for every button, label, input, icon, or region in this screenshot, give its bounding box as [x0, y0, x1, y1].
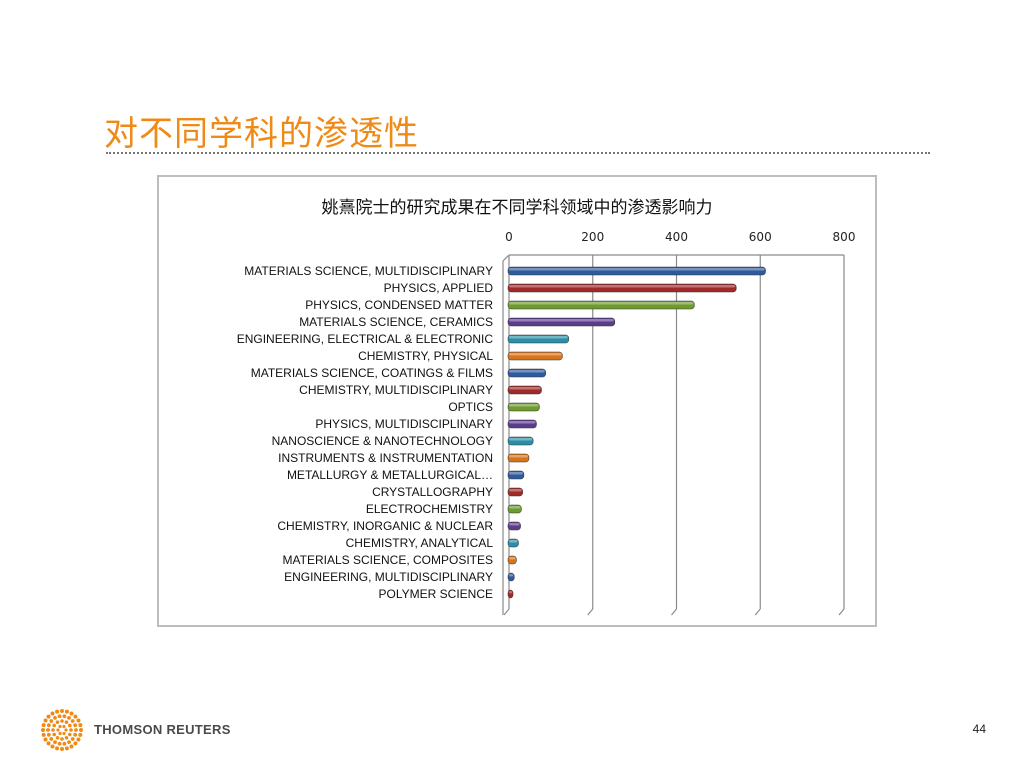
bar-highlight [509, 591, 513, 594]
bar-highlight [509, 540, 518, 543]
bar [507, 385, 542, 395]
category-label: ENGINEERING, MULTIDISCIPLINARY [284, 570, 493, 584]
bar [507, 419, 537, 429]
category-label: CHEMISTRY, MULTIDISCIPLINARY [299, 383, 493, 397]
category-label: ENGINEERING, ELECTRICAL & ELECTRONIC [237, 332, 494, 346]
bar [507, 572, 515, 582]
bar [507, 266, 766, 276]
bar [507, 283, 737, 293]
bar-highlight [509, 353, 562, 356]
gridline-foot [587, 608, 594, 616]
bar-highlight [509, 285, 736, 288]
category-label: ELECTROCHEMISTRY [366, 502, 493, 516]
bar-highlight [509, 557, 516, 560]
bar [507, 453, 530, 463]
bar-highlight [509, 421, 536, 424]
bar [507, 351, 563, 361]
footer-brand: THOMSON REUTERS [94, 722, 231, 737]
gridline-foot [754, 608, 761, 616]
x-tick-label: 0 [505, 230, 513, 244]
bar-highlight [509, 336, 568, 339]
category-label: MATERIALS SCIENCE, MULTIDISCIPLINARY [244, 264, 493, 278]
category-label: OPTICS [448, 400, 493, 414]
category-label: MATERIALS SCIENCE, COMPOSITES [283, 553, 493, 567]
page-number: 44 [972, 722, 986, 736]
bar [507, 402, 540, 412]
category-label: POLYMER SCIENCE [379, 587, 493, 601]
bar-highlight [509, 387, 541, 390]
category-label: METALLURGY & METALLURGICAL… [287, 468, 493, 482]
category-label: CHEMISTRY, INORGANIC & NUCLEAR [277, 519, 493, 533]
thomson-reuters-logo-icon [41, 709, 83, 751]
gridline-foot [671, 608, 677, 616]
x-tick-label: 800 [833, 230, 856, 244]
category-label: CHEMISTRY, ANALYTICAL [346, 536, 494, 550]
bar-highlight [509, 455, 528, 458]
axis-corner [502, 254, 510, 262]
category-label: NANOSCIENCE & NANOTECHNOLOGY [272, 434, 493, 448]
bar [507, 589, 514, 599]
gridline-foot [838, 608, 845, 616]
bar-highlight [509, 523, 520, 526]
bar [507, 317, 616, 327]
x-tick-label: 600 [749, 230, 772, 244]
bar-highlight [509, 302, 694, 305]
category-label: CHEMISTRY, PHYSICAL [358, 349, 493, 363]
category-label: PHYSICS, APPLIED [384, 281, 494, 295]
category-label: PHYSICS, MULTIDISCIPLINARY [315, 417, 493, 431]
bar-highlight [509, 404, 539, 407]
x-tick-label: 400 [665, 230, 688, 244]
bar-highlight [509, 506, 521, 509]
category-label: CRYSTALLOGRAPHY [372, 485, 493, 499]
category-label: MATERIALS SCIENCE, COATINGS & FILMS [251, 366, 493, 380]
bar [507, 487, 523, 497]
category-label: PHYSICS, CONDENSED MATTER [305, 298, 493, 312]
bar-highlight [509, 438, 533, 441]
title-divider [106, 152, 930, 154]
bar [507, 538, 519, 548]
bar [507, 470, 525, 480]
bar [507, 368, 546, 378]
bar [507, 436, 534, 446]
bar [507, 300, 695, 310]
bar-highlight [509, 268, 765, 271]
x-tick-label: 200 [581, 230, 604, 244]
chart-title: 姚熹院士的研究成果在不同学科领域中的渗透影响力 [321, 198, 713, 218]
bar-highlight [509, 574, 514, 577]
chart-frame: 姚熹院士的研究成果在不同学科领域中的渗透影响力 0 200 400 600 800 MAT… [157, 175, 877, 627]
bar-highlight [509, 370, 545, 373]
bar-highlight [509, 472, 523, 475]
bar [507, 555, 517, 565]
bar [507, 334, 569, 344]
bar [507, 504, 522, 514]
bar [507, 521, 521, 531]
category-label: INSTRUMENTS & INSTRUMENTATION [278, 451, 493, 465]
gridline-foot [503, 608, 510, 616]
bar-highlight [509, 319, 614, 322]
slide-title: 对不同学科的渗透性 [104, 114, 419, 154]
category-label: MATERIALS SCIENCE, CERAMICS [299, 315, 493, 329]
bar-highlight [509, 489, 522, 492]
bar-chart: 0 200 400 600 800 MATERIALS SCIENCE, MULTIDIS… [237, 230, 856, 616]
